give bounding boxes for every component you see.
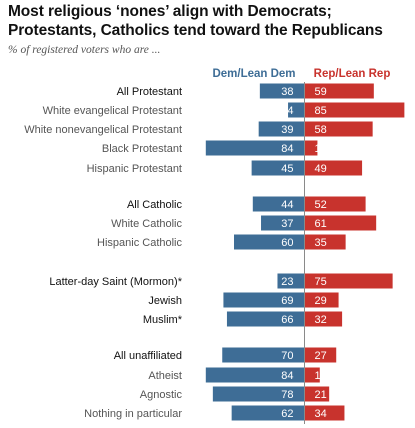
- bar-rep: [304, 83, 374, 99]
- value-label-dem: 84: [281, 143, 293, 155]
- value-label-rep: 52: [315, 199, 327, 211]
- value-label-dem: 37: [281, 218, 293, 230]
- bar-dem: [222, 347, 305, 363]
- value-label-dem: 69: [281, 295, 293, 307]
- value-label-dem: 84: [281, 370, 293, 382]
- category-label: Atheist: [148, 370, 182, 382]
- category-label: Muslim*: [143, 314, 183, 326]
- value-label-dem: 70: [281, 350, 293, 362]
- bar-rep: [304, 140, 318, 156]
- category-label: White Catholic: [111, 218, 182, 230]
- value-label-rep: 29: [315, 295, 327, 307]
- value-label-rep: 85: [315, 105, 327, 117]
- value-label-rep: 35: [315, 237, 327, 249]
- legend-rep: Rep/Lean Rep: [314, 68, 391, 80]
- bar-dem: [261, 215, 305, 231]
- bar-dem: [234, 234, 305, 250]
- category-label: All Catholic: [127, 199, 183, 211]
- value-label-rep: 75: [315, 276, 327, 288]
- value-label-rep: 49: [315, 163, 327, 175]
- bar-rep: [304, 292, 339, 308]
- value-label-rep: 27: [315, 350, 327, 362]
- bar-dem: [252, 196, 305, 212]
- value-label-dem: 38: [281, 86, 293, 98]
- value-label-rep: 59: [315, 86, 327, 98]
- value-label-dem: 14: [281, 105, 293, 117]
- value-label-dem: 23: [281, 276, 293, 288]
- bar-rep: [304, 121, 373, 137]
- category-label: Black Protestant: [102, 143, 182, 155]
- bar-dem: [288, 102, 305, 118]
- bar-dem: [226, 311, 305, 327]
- category-label: Agnostic: [140, 389, 183, 401]
- bar-rep: [304, 215, 377, 231]
- value-label-dem: 66: [281, 314, 293, 326]
- bar-dem: [205, 367, 305, 383]
- category-label: White evangelical Protestant: [43, 105, 182, 117]
- legend-dem: Dem/Lean Dem: [212, 68, 295, 80]
- value-label-dem: 78: [281, 389, 293, 401]
- value-label-dem: 62: [281, 408, 293, 420]
- bar-dem: [259, 83, 305, 99]
- bar-dem: [258, 121, 305, 137]
- value-label-rep: 13: [315, 370, 327, 382]
- bar-rep: [304, 273, 393, 289]
- category-label: All unaffiliated: [114, 350, 182, 362]
- value-label-rep: 61: [315, 218, 327, 230]
- bar-rep: [304, 405, 345, 421]
- value-label-rep: 21: [315, 389, 327, 401]
- bar-rep: [304, 102, 405, 118]
- category-label: Hispanic Protestant: [87, 163, 182, 175]
- bar-rep: [304, 367, 320, 383]
- chart-title-line-2: Protestants, Catholics tend toward the R…: [8, 22, 383, 39]
- value-label-dem: 44: [281, 199, 293, 211]
- value-label-dem: 60: [281, 237, 293, 249]
- category-label: Jewish: [148, 295, 182, 307]
- value-label-rep: 11: [315, 143, 326, 155]
- bar-rep: [304, 160, 363, 176]
- bar-dem: [231, 405, 305, 421]
- bar-dem: [205, 140, 305, 156]
- bar-rep: [304, 347, 337, 363]
- value-label-rep: 58: [315, 124, 327, 136]
- value-label-dem: 39: [281, 124, 293, 136]
- category-label: White nonevangelical Protestant: [24, 124, 182, 136]
- bar-dem: [277, 273, 305, 289]
- bar-dem: [212, 386, 305, 402]
- bar-dem: [223, 292, 305, 308]
- bar-rep: [304, 234, 346, 250]
- value-label-rep: 32: [315, 314, 327, 326]
- category-label: Nothing in particular: [84, 408, 182, 420]
- category-label: Latter-day Saint (Mormon)*: [49, 276, 182, 288]
- bar-rep: [304, 311, 343, 327]
- chart-title-line-1: Most religious ‘nones’ align with Democr…: [8, 3, 332, 20]
- bar-rep: [304, 386, 330, 402]
- value-label-dem: 45: [281, 163, 293, 175]
- chart-title: Most religious ‘nones’ align with Democr…: [8, 2, 413, 40]
- bar-dem: [251, 160, 305, 176]
- category-label: All Protestant: [117, 86, 182, 98]
- bar-rep: [304, 196, 366, 212]
- category-label: Hispanic Catholic: [97, 237, 182, 249]
- value-label-rep: 34: [315, 408, 327, 420]
- chart-subtitle: % of registered voters who are ...: [8, 44, 161, 56]
